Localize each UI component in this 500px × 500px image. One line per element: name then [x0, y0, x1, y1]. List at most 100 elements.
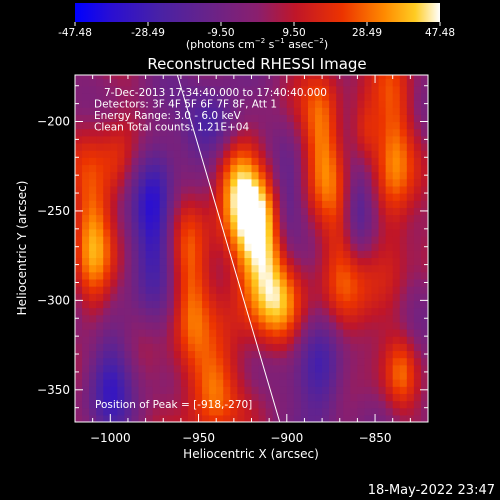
- heatmap-cell: [96, 142, 104, 151]
- heatmap-cell: [392, 300, 401, 309]
- colorbar-tick-label: 28.49: [352, 27, 382, 39]
- heatmap-cell: [244, 400, 253, 409]
- heatmap-cell: [187, 85, 196, 94]
- heatmap-cell: [195, 271, 203, 280]
- heatmap-cell: [286, 264, 295, 273]
- heatmap-cell: [195, 228, 203, 237]
- heatmap-cell: [399, 328, 408, 337]
- heatmap-cell: [89, 114, 97, 123]
- heatmap-cell: [329, 314, 337, 323]
- heatmap-cell: [124, 314, 133, 323]
- heatmap-cell: [300, 193, 309, 201]
- heatmap-cell: [230, 135, 238, 144]
- heatmap-cell: [237, 371, 246, 380]
- heatmap-cell: [399, 92, 408, 101]
- heatmap-cell: [272, 228, 281, 237]
- heatmap-cell: [209, 100, 217, 108]
- heatmap-cell: [237, 178, 246, 187]
- heatmap-cell: [124, 350, 133, 359]
- heatmap-cell: [152, 414, 161, 422]
- heatmap-cell: [364, 257, 373, 266]
- limb-line: [176, 75, 281, 422]
- heatmap-cell: [279, 121, 288, 130]
- heatmap-cell: [272, 100, 281, 108]
- heatmap-cell: [110, 286, 118, 294]
- heatmap-cell: [75, 193, 83, 201]
- heatmap-cell: [89, 128, 97, 137]
- heatmap-cell: [406, 400, 415, 409]
- heatmap-cell: [406, 278, 415, 287]
- heatmap-cell: [286, 336, 295, 344]
- heatmap-cell: [364, 200, 373, 208]
- heatmap-cell: [237, 235, 246, 244]
- heatmap-cell: [265, 221, 274, 230]
- heatmap-cell: [343, 235, 351, 244]
- heatmap-cell: [413, 293, 422, 301]
- heatmap-cell: [209, 85, 217, 94]
- heatmap-cell: [202, 207, 210, 216]
- heatmap-cell: [251, 293, 260, 301]
- heatmap-cell: [103, 314, 111, 323]
- heatmap-cell: [202, 400, 210, 409]
- heatmap-cell: [152, 135, 161, 144]
- heatmap-cell: [82, 286, 90, 294]
- heatmap-cell: [145, 350, 154, 359]
- heatmap-cell: [187, 350, 196, 359]
- heatmap-cell: [357, 235, 366, 244]
- heatmap-cell: [230, 393, 238, 402]
- heatmap-cell: [166, 321, 175, 330]
- heatmap-cell: [307, 150, 316, 158]
- heatmap-cell: [237, 328, 246, 337]
- heatmap-cell: [124, 178, 133, 187]
- heatmap-cell: [131, 214, 140, 223]
- heatmap-cell: [300, 243, 309, 251]
- heatmap-cell: [350, 300, 358, 309]
- heatmap-cell: [315, 221, 323, 230]
- heatmap-cell: [336, 300, 344, 309]
- heatmap-cell: [180, 357, 189, 366]
- heatmap-cell: [378, 386, 387, 394]
- heatmap-cell: [180, 193, 189, 201]
- heatmap-cell: [371, 300, 380, 309]
- heatmap-cell: [251, 114, 260, 123]
- heatmap-cell: [385, 135, 394, 144]
- heatmap-cell: [187, 185, 196, 194]
- heatmap-cell: [350, 357, 358, 366]
- heatmap-cell: [350, 228, 358, 237]
- heatmap-cell: [307, 343, 316, 352]
- heatmap-cell: [315, 235, 323, 244]
- heatmap-cell: [110, 185, 118, 194]
- heatmap-cell: [378, 264, 387, 273]
- heatmap-cell: [350, 185, 358, 194]
- heatmap-cell: [159, 314, 168, 323]
- heatmap-cell: [244, 243, 253, 251]
- heatmap-cell: [385, 336, 394, 344]
- heatmap-cell: [131, 350, 140, 359]
- heatmap-cell: [371, 121, 380, 130]
- heatmap-cell: [315, 350, 323, 359]
- heatmap-cell: [413, 300, 422, 309]
- heatmap-cell: [75, 264, 83, 273]
- heatmap-cell: [286, 142, 295, 151]
- heatmap-cell: [286, 307, 295, 316]
- heatmap-cell: [209, 178, 217, 187]
- heatmap-cell: [392, 135, 401, 144]
- heatmap-cell: [336, 164, 344, 173]
- heatmap-cell: [244, 164, 253, 173]
- heatmap-cell: [173, 264, 182, 273]
- heatmap-cell: [258, 235, 267, 244]
- heatmap-cell: [286, 286, 295, 294]
- heatmap-cell: [110, 328, 118, 337]
- heatmap-cell: [371, 278, 380, 287]
- heatmap-cell: [399, 293, 408, 301]
- heatmap-cell: [173, 228, 182, 237]
- heatmap-cell: [131, 107, 140, 115]
- heatmap-cell: [202, 150, 210, 158]
- heatmap-cell: [173, 364, 182, 373]
- heatmap-cell: [202, 343, 210, 352]
- heatmap-cell: [145, 357, 154, 366]
- heatmap-cell: [75, 114, 83, 123]
- heatmap-cell: [166, 92, 175, 101]
- heatmap-cell: [209, 328, 217, 337]
- heatmap-cell: [322, 250, 330, 259]
